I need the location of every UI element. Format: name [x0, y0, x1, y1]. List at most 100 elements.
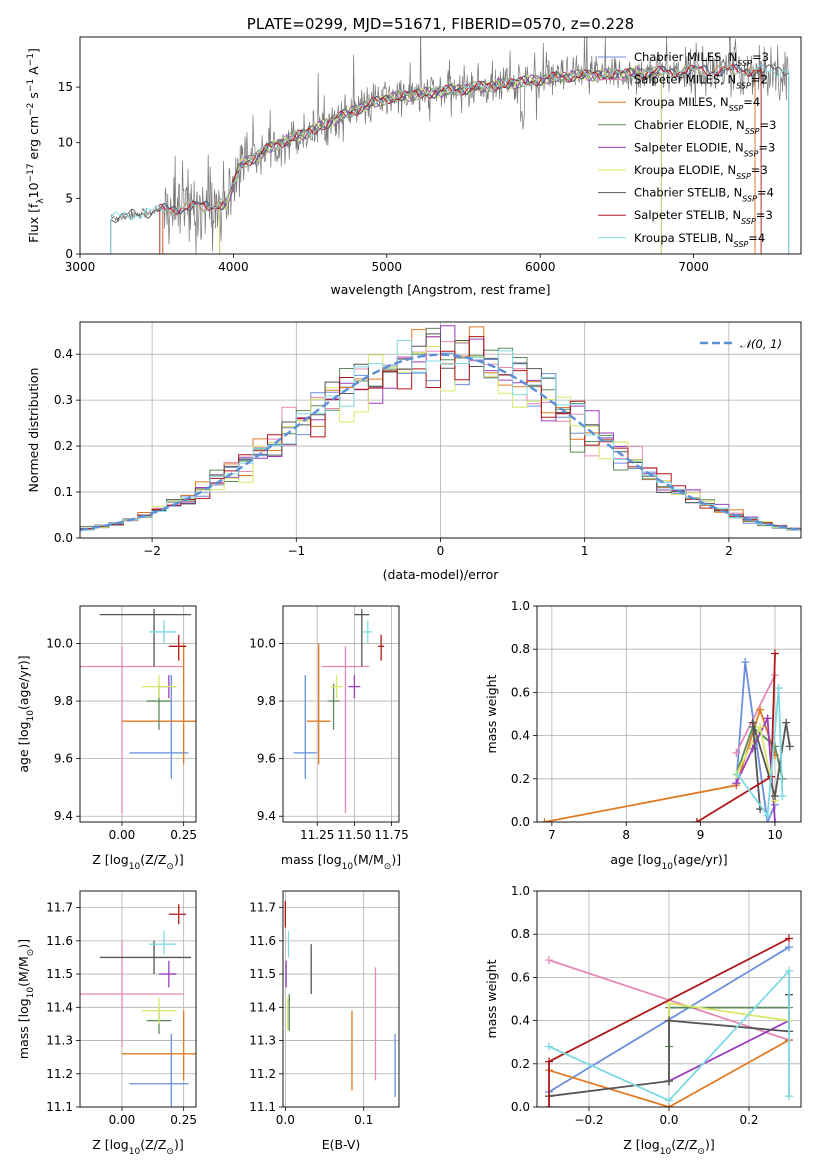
x-axis-label-part: Z [log: [92, 852, 128, 867]
y-tick-label: 15: [58, 80, 73, 94]
errorbar-salpeter-miles: [80, 646, 184, 814]
point-marker: [785, 934, 793, 943]
y-tick-label: 10.0: [46, 636, 73, 650]
errorbar-chabrier-stelib: [354, 608, 370, 667]
y-axis-label-part: λ: [36, 198, 46, 204]
y-axis-label-part: −17: [26, 163, 36, 182]
y-axis-label-part: ]: [26, 48, 41, 53]
errorbar-kroupa-elodie: [141, 675, 177, 699]
y-axis-label-part: Normed distribution: [26, 368, 41, 493]
point-marker: [778, 792, 787, 801]
errorbar-kroupa-elodie: [330, 675, 343, 699]
plot-area: [80, 608, 196, 814]
y-tick-label: 0.2: [511, 1057, 530, 1071]
errorbar-chabrier-miles: [129, 1033, 189, 1107]
legend-series-name: Chabrier ELODIE: [634, 118, 729, 132]
y-tick-label: 10.0: [249, 636, 276, 650]
gaussian-curve: [80, 353, 801, 532]
y-axis-label: Normed distribution: [26, 368, 41, 493]
y-tick-label: 0.6: [511, 685, 530, 699]
point-marker: [733, 770, 742, 779]
point-marker: [785, 1092, 793, 1101]
legend-label-chabrier-miles: Chabrier MILES, NSSP=3: [634, 50, 769, 68]
legend: 𝒩(0, 1): [700, 337, 782, 351]
legend-subscript: SSP: [736, 81, 751, 90]
point-marker: [785, 966, 793, 975]
y-tick-label: 0.0: [511, 815, 530, 829]
legend-subscript: SSP: [729, 104, 744, 113]
y-tick-label: 9.8: [257, 694, 276, 708]
series-line: [548, 968, 790, 1102]
x-tick-label: 11.50: [337, 828, 371, 842]
y-axis-label-part: 10: [26, 987, 36, 999]
y-axis-label: age [log10(age/yr)]: [16, 655, 36, 772]
legend-separator: , N: [728, 140, 744, 154]
x-axis-label: age [log10(age/yr)]: [610, 852, 727, 872]
point-marker: [770, 649, 779, 658]
axes-frame: [79, 36, 802, 255]
plot-area: [540, 649, 794, 822]
y-tick-label: 0.3: [54, 393, 73, 407]
x-tick-label: 0.25: [170, 1113, 197, 1127]
y-axis-label-part: (M/M: [16, 956, 31, 987]
x-tick-label: 10: [767, 828, 782, 842]
y-axis-label: mass [log10(M/M⊙)]: [16, 939, 36, 1059]
plot-area: [80, 325, 801, 533]
series-kroupa-elodie: [665, 999, 793, 1086]
y-tick-label: 9.4: [54, 809, 73, 823]
x-tick-label: 9: [697, 828, 705, 842]
legend-separator: , N: [713, 95, 729, 109]
axes-frame: [79, 890, 197, 1108]
y-tick-label: 11.3: [46, 1034, 73, 1048]
y-axis-label-part: −1: [26, 53, 36, 66]
x-tick-label: 0.2: [739, 1113, 758, 1127]
y-tick-label: 9.6: [257, 752, 276, 766]
point-marker: [545, 956, 553, 965]
x-axis-label-part: Z [log: [623, 1137, 659, 1152]
series-kroupa-miles: [540, 705, 779, 822]
plot-area: [80, 904, 196, 1107]
x-axis-label: Z [log10(Z/Z⊙)]: [92, 852, 183, 872]
model-line-salpeter-stelib: [159, 64, 762, 254]
x-axis-label-part: 10: [662, 862, 674, 872]
errorbar-salpeter-miles: [321, 646, 370, 814]
y-tick-label: 0.6: [511, 970, 530, 984]
x-axis-label-part: )]: [174, 852, 184, 867]
y-tick-label: 5: [65, 191, 73, 205]
errorbar-salpeter-stelib: [168, 634, 187, 661]
x-tick-label: 0: [437, 544, 445, 558]
y-tick-label: 0.4: [54, 347, 73, 361]
legend-label-gaussian: 𝒩(0, 1): [740, 337, 782, 351]
y-tick-label: 0.0: [54, 531, 73, 545]
x-axis-label-part: age [log: [610, 852, 661, 867]
legend-subscript: SSP: [737, 59, 752, 68]
x-axis-label-part: 10: [129, 1147, 141, 1157]
y-tick-label: 11.6: [46, 934, 73, 948]
axes-frame: [536, 605, 802, 823]
x-axis-label: Z [log10(Z/Z⊙)]: [92, 1137, 183, 1157]
point-marker: [770, 792, 779, 801]
legend-series-name: Kroupa STELIB: [634, 231, 718, 245]
y-tick-label: 0.4: [511, 729, 530, 743]
x-axis-label-part: )]: [705, 1137, 715, 1152]
x-axis-label-part: 10: [342, 862, 354, 872]
y-axis-label-part: −2: [26, 103, 36, 116]
y-axis-label-part: 10: [26, 182, 41, 198]
y-tick-label: 0.2: [511, 772, 530, 786]
errorbar-kroupa-elodie: [141, 997, 177, 1024]
x-axis-label-part: )]: [391, 852, 401, 867]
errorbar-salpeter-stelib: [378, 634, 385, 661]
errorbar-salpeter-miles: [80, 940, 184, 1048]
y-tick-label: 0.0: [511, 1100, 530, 1114]
y-tick-label: 0.8: [511, 642, 530, 656]
y-axis-label-part: A: [26, 66, 41, 79]
point-marker: [540, 818, 549, 822]
x-axis-label-part: (Z/Z: [671, 1137, 697, 1152]
errorbar-kroupa-miles: [121, 1010, 196, 1081]
x-tick-label: −0.2: [574, 1113, 603, 1127]
axes-frame: [536, 890, 802, 1108]
point-marker: [665, 1077, 673, 1086]
legend-nssp: 3: [760, 163, 767, 177]
y-axis-label: Flux [fλ10−17 erg cm−2 s−1 A−1]: [26, 48, 46, 243]
legend-series-name: Salpeter STELIB: [634, 208, 725, 222]
